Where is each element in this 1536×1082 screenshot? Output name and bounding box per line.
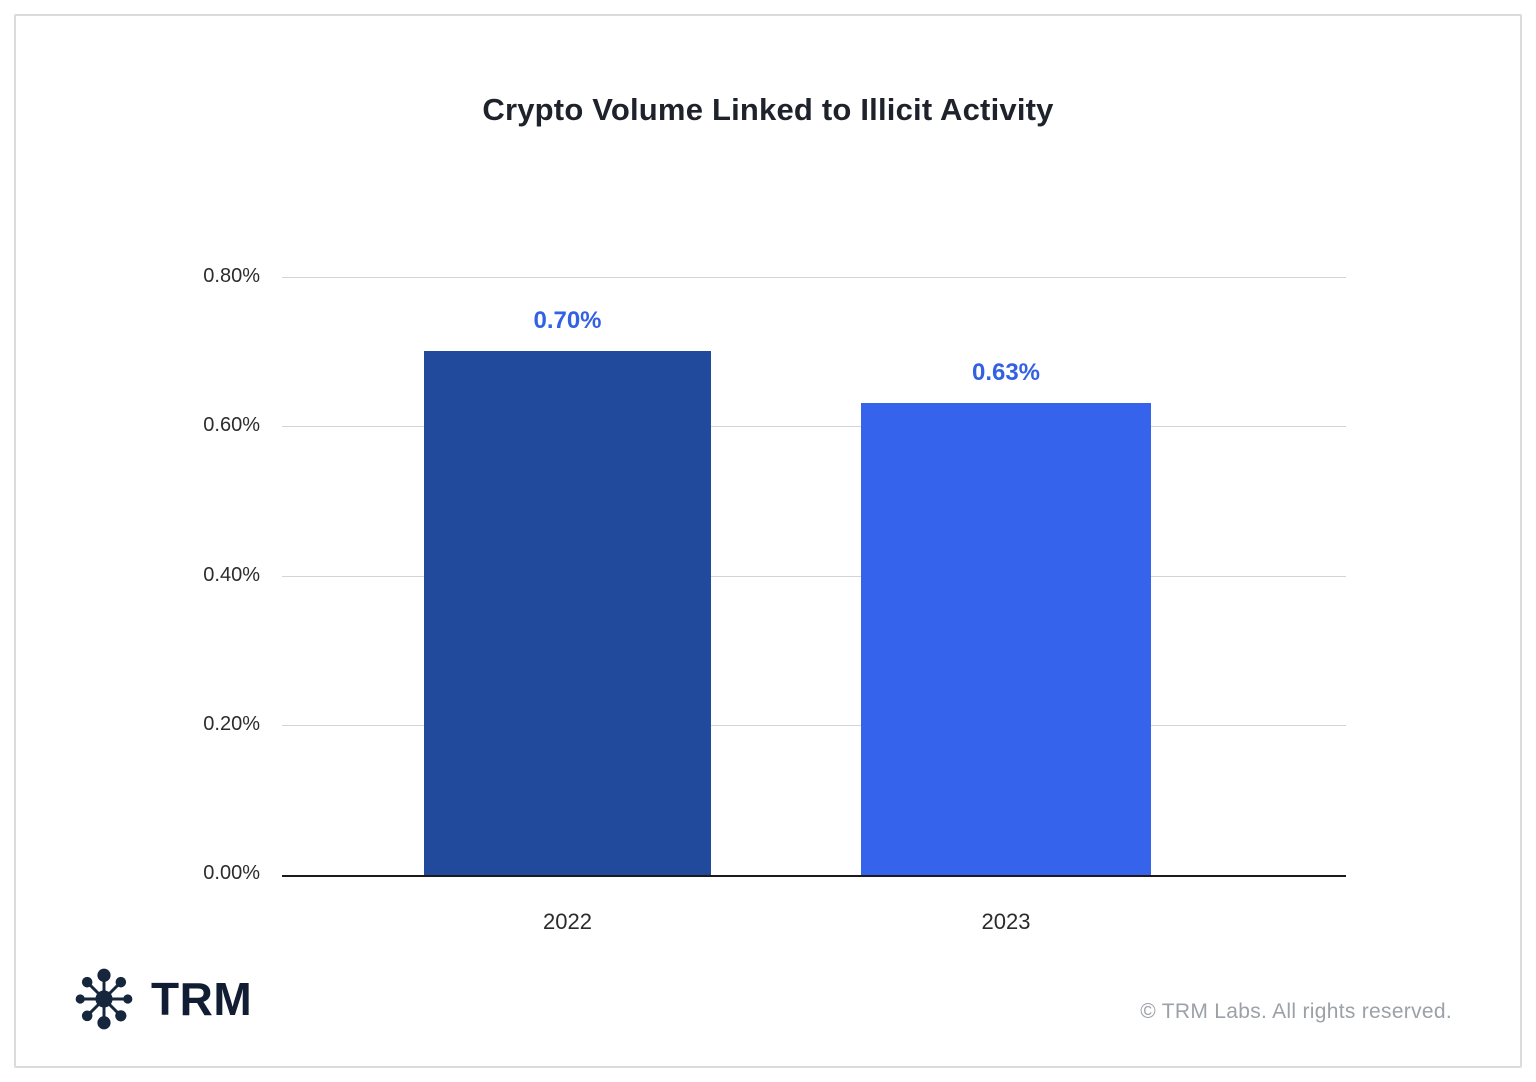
gridline [282,724,1346,726]
trm-logo: TRM [71,966,252,1032]
trm-logo-text: TRM [151,973,253,1025]
gridline [282,277,1346,278]
xtick-label-2022: 2022 [543,909,592,934]
chart-title: Crypto Volume Linked to Illicit Activity [482,92,1054,127]
ytick-label: 0.60% [203,414,260,437]
trm-molecule-icon [71,966,137,1032]
bar-2022 [424,351,711,875]
xtick-label-2023: 2023 [981,909,1031,934]
ytick-label: 0.20% [203,712,260,735]
gridline [282,426,1346,428]
bar-2023 [861,403,1151,875]
chart-card: Crypto Volume Linked to Illicit Activity… [14,14,1522,1068]
ytick-label: 0.80% [203,265,260,287]
ytick-label: 0.00% [203,862,260,884]
gridline [282,575,1346,577]
copyright-text: © TRM Labs. All rights reserved. [1140,1000,1452,1023]
plot-area: 0.80% 0.60% 0.40% 0.20% 0.00% 0.70% 2022 0.63% 2… [203,265,1346,934]
bar-value-label-2023: 0.63% [971,359,1041,386]
bar-value-label-2022: 0.70% [533,307,602,334]
ytick-label: 0.40% [203,563,260,586]
